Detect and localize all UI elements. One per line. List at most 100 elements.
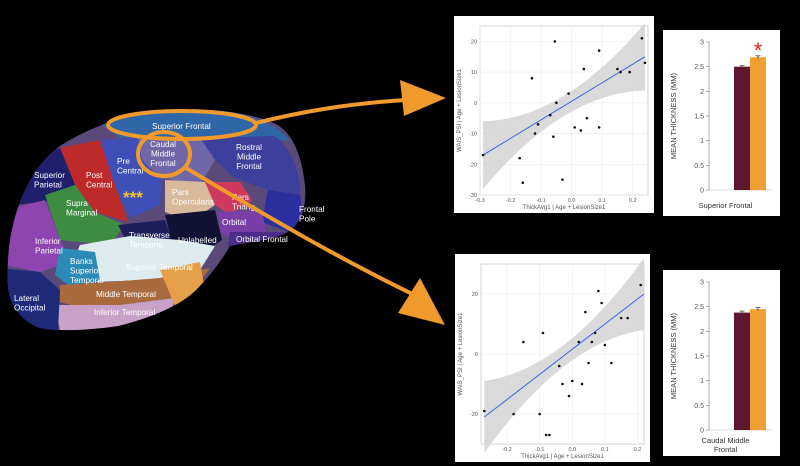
bar [750,309,766,430]
scatter-panel-superior-frontal: -0.3 -0.2 -0.1 0.0 0.1 0.2 -30 -20 -10 0 10 20 Thick… [454,16,654,213]
data-point [619,316,623,320]
label-pars-opercularis: Pars Opercularis [172,188,214,207]
x-tick-label: -0.1 [535,447,544,453]
data-point [522,340,525,344]
data-point [567,92,570,95]
significance-star: * [754,38,763,63]
data-point [600,301,603,305]
label-line: Marginal [66,209,98,218]
x-tick-label: 0.2 [629,198,637,204]
label-line: Frontal [299,205,325,214]
x-axis-label: Frontal [714,445,738,454]
label-line: Superior [70,267,101,276]
label-line: Middle [151,150,176,159]
x-tick-label: -0.2 [502,447,511,453]
data-point [628,70,631,74]
label-orbital-frontal: Orbital Frontal [236,235,288,244]
label-line: Banks [70,257,93,266]
label-line: Superior Frontal [152,122,211,131]
region-frontal-pole [262,190,302,232]
label-rostral-middle-frontal: Rostral Middle Frontal [236,143,262,171]
data-point [544,433,548,437]
arrow-head-bottom [398,278,445,325]
data-point [567,394,571,398]
y-tick-label: 2 [700,329,704,336]
bar [734,66,750,190]
y-tick-label: 20 [472,292,478,298]
region-supra-marginal [45,185,125,245]
data-point [590,340,594,344]
region-post-central [60,140,128,222]
label-inferior-parietal: Inferior Parietal [35,237,63,256]
label-line: Orbital [222,218,246,227]
data-point [597,126,601,129]
label-line: Pars [232,193,249,202]
data-point [603,343,607,347]
label-line: Transverse [129,231,170,240]
data-point [541,331,545,335]
label-superior-parietal: Superior Parietal [34,171,65,190]
label-line: Middle Temporal [96,290,156,299]
significance-marker: *** [123,188,143,207]
label-line: Superior [34,171,65,180]
label-inferior-temporal: Inferior Temporal [94,308,155,317]
label-pars-triangularis: Pars Triang [232,193,255,212]
x-axis-label: ThickAvg1 | Age + LesionSize1 [521,454,604,460]
data-point [552,135,555,138]
label-line: Frontal [150,159,176,168]
label-line: Opercularis [172,198,214,207]
data-point [538,412,541,416]
y-tick-label: 1.5 [694,354,704,361]
data-point [521,181,525,185]
bar-panel-superior-frontal: 0 0.5 1 1.5 2 2.5 3 * MEAN THICKNESS (MM) Superio… [663,30,780,216]
label-line: Occipital [14,304,46,313]
y-axis-label: MEAN THICKNESS (MM) [669,72,678,159]
label-pre-central: Pre Central [117,157,144,176]
label-line: Inferior Temporal [94,308,155,317]
label-transverse-temporal: Transverse Temporal [129,231,170,250]
label-middle-temporal: Middle Temporal [96,290,156,299]
x-tick-label: -0.3 [475,198,484,204]
label-line: Pars [172,188,189,197]
x-tick-label: -0.1 [536,198,545,204]
label-superior-frontal: Superior Frontal [152,122,211,131]
bar [750,57,766,190]
data-point [548,113,552,117]
data-point [573,126,576,129]
data-point [512,412,515,416]
label-line: Pole [299,215,316,224]
label-caudal-middle-frontal: Caudal Middle Frontal [150,140,176,168]
label-line: Post [86,171,103,180]
y-tick-label: 0.5 [694,163,704,170]
data-point [557,364,561,368]
region-rostral-middle-frontal [200,136,300,195]
data-point [536,123,540,126]
y-tick-label: 2.5 [694,304,704,311]
data-point [530,76,534,80]
label-line: Inferior [35,237,61,246]
arrow-shaft-bottom [184,166,427,302]
brain-regions [7,109,306,331]
bar [734,312,750,430]
y-axis-label: MEAN THICKNESS (MM) [669,312,678,399]
data-point [626,316,629,320]
region-pars-triangularis [205,182,252,215]
x-tick-label: -0.2 [506,198,515,204]
label-line: Orbital Frontal [236,235,288,244]
data-point [570,379,574,383]
data-point [580,382,584,386]
data-point [481,153,485,157]
data-point [610,361,613,365]
x-tick-label: 0.0 [568,447,576,453]
y-tick-label: 0.5 [694,403,704,410]
fit-line [483,293,645,418]
data-point [577,340,581,344]
data-point [616,67,619,71]
y-tick-label: 3 [700,280,704,287]
y-tick-label: -10 [469,132,477,138]
data-point [584,310,587,314]
y-tick-label: -20 [469,162,477,168]
callout-overlay [106,80,446,325]
